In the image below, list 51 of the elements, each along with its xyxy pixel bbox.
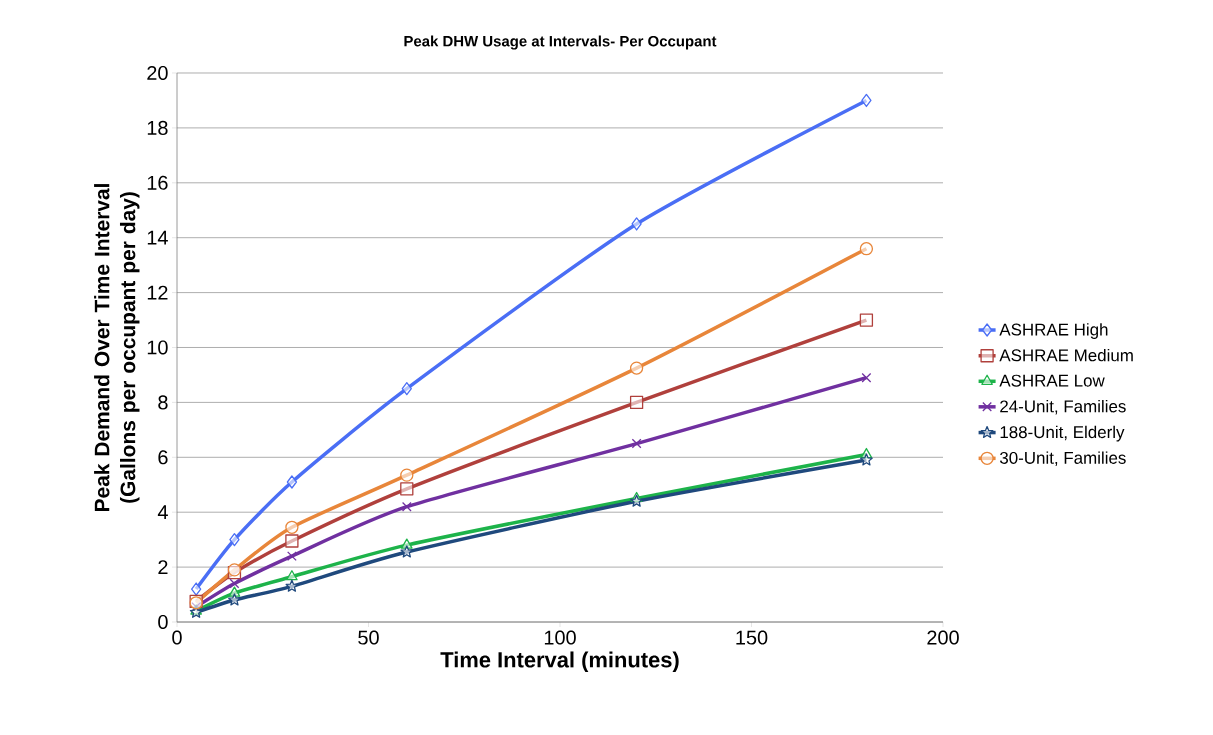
y-tick-label: 14 — [147, 230, 168, 245]
point — [400, 468, 414, 482]
y-tick-label: 8 — [158, 395, 168, 410]
legend-label: ASHRAE High — [999, 323, 1108, 339]
point — [631, 438, 642, 449]
point — [401, 382, 412, 396]
point — [285, 579, 299, 592]
y-tick-label: 0 — [158, 614, 168, 630]
point — [860, 453, 873, 466]
point — [861, 372, 872, 383]
point — [631, 217, 642, 231]
y-tick-label: 12 — [147, 285, 168, 300]
legend-label: 188-Unit, Elderly — [1000, 425, 1125, 442]
y-tick-label: 4 — [157, 505, 168, 520]
x-axis-title: Time Interval (minutes) — [440, 651, 679, 672]
point — [400, 482, 414, 496]
point — [629, 361, 644, 375]
point — [859, 242, 874, 256]
point — [286, 570, 298, 581]
point — [285, 520, 299, 534]
point — [861, 93, 872, 108]
y-tick-label: 2 — [158, 560, 168, 575]
point — [629, 395, 644, 410]
point — [229, 533, 240, 547]
legend-label: 30-Unit, Families — [999, 451, 1126, 466]
y-tick-label: 16 — [147, 175, 168, 190]
legend-label: ASHRAE Low — [999, 374, 1105, 387]
chart-title: Peak DHW Usage at Intervals- Per Occupant — [404, 35, 717, 50]
x-tick-label: 100 — [544, 630, 576, 645]
x-tick-label: 150 — [736, 630, 768, 645]
point — [287, 551, 297, 562]
y-tick-label: 18 — [147, 120, 168, 135]
point — [191, 582, 202, 596]
y-tick-label: 6 — [158, 450, 168, 465]
point — [228, 586, 241, 597]
y-axis-title: Peak Demand Over Time Interval (Gallons per occupant per day) — [94, 184, 140, 512]
point — [286, 475, 298, 489]
point — [229, 578, 240, 589]
point — [630, 494, 643, 507]
x-tick-label: 200 — [927, 630, 959, 645]
point — [859, 313, 874, 327]
legend-label: 24-Unit, Families — [1000, 399, 1126, 415]
legend-label: ASHRAE Medium — [999, 348, 1133, 362]
point — [400, 538, 413, 549]
y-tick-label: 20 — [147, 65, 168, 81]
x-tick-label: 0 — [172, 630, 182, 645]
y-tick-label: 10 — [147, 340, 168, 355]
point — [401, 501, 412, 512]
x-tick-label: 50 — [358, 630, 379, 645]
point — [285, 534, 299, 548]
point — [400, 545, 414, 558]
